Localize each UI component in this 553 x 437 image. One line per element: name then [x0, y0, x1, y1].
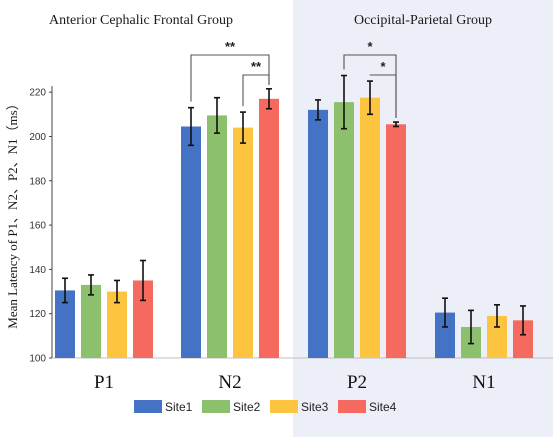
bar-N2-Site3: [233, 127, 253, 358]
significance-bracket-N2-Site1-Site4: **: [190, 39, 270, 102]
error-bar-N1-Site1: [442, 297, 448, 328]
bar-P1-Site3: [107, 291, 127, 358]
bar-N2-Site1: [181, 126, 201, 358]
legend-item-Site4: Site4: [338, 400, 397, 414]
y-axis-label: Mean Latency of P1、N2、P2、N1（ms）: [5, 97, 20, 328]
error-bar-P1-Site3: [114, 279, 120, 304]
error-bar-N2-Site3: [240, 111, 246, 144]
significance-label: *: [367, 39, 373, 54]
legend-label: Site1: [165, 400, 193, 414]
error-bar-P2-Site3: [367, 80, 373, 116]
bar-P1-Site4: [133, 280, 153, 358]
bar-P2-Site1: [308, 109, 328, 358]
bar-N1-Site1: [435, 312, 455, 358]
error-bar-N1-Site3: [494, 304, 500, 328]
bar-N2-Site2: [207, 115, 227, 359]
legend-item-Site1: Site1: [134, 400, 193, 414]
x-tick-label-P1: P1: [94, 372, 114, 393]
error-bar-P2-Site4: [393, 121, 399, 128]
x-tick-label-P2: P2: [347, 372, 367, 393]
error-bar-P2-Site2: [341, 74, 347, 130]
error-bar-P1-Site4: [140, 259, 146, 302]
y-tick-label: 200: [29, 132, 46, 143]
legend-swatch: [338, 400, 366, 413]
error-bar-N2-Site4: [266, 88, 272, 110]
x-tick-label-N2: N2: [218, 372, 241, 393]
error-bar-N1-Site4: [520, 305, 526, 336]
significance-bracket-N2-Site3-Site4: **: [242, 59, 270, 107]
legend-label: Site3: [301, 400, 329, 414]
error-bar-N2-Site2: [214, 96, 220, 134]
error-bar-P1-Site2: [88, 274, 94, 296]
significance-label: **: [251, 59, 262, 74]
y-tick-label: 160: [29, 221, 46, 232]
error-bar-P2-Site1: [315, 99, 321, 121]
bar-P2-Site3: [360, 97, 380, 358]
group-title-1: Occipital-Parietal Group: [354, 13, 492, 28]
group-background-1: [293, 0, 553, 437]
bar-P1-Site2: [81, 284, 101, 358]
bar-N2-Site4: [259, 98, 279, 359]
significance-label: **: [225, 39, 236, 54]
error-bar-N1-Site2: [468, 309, 474, 345]
legend-swatch: [270, 400, 298, 413]
legend-item-Site2: Site2: [202, 400, 261, 414]
bar-P2-Site2: [334, 102, 354, 358]
y-tick-label: 220: [29, 88, 46, 99]
group-title-0: Anterior Cephalic Frontal Group: [49, 13, 233, 28]
bar-P2-Site4: [386, 124, 406, 359]
legend-swatch: [134, 400, 162, 413]
bar-N1-Site4: [513, 320, 533, 358]
error-bar-P1-Site1: [62, 277, 68, 304]
legend-label: Site2: [233, 400, 261, 414]
legend-label: Site4: [369, 400, 397, 414]
y-tick-label: 100: [29, 354, 46, 365]
legend-item-Site3: Site3: [270, 400, 329, 414]
legend-swatch: [202, 400, 230, 413]
bar-N1-Site3: [487, 315, 507, 358]
significance-label: *: [380, 59, 386, 74]
x-tick-label-N1: N1: [472, 372, 495, 393]
error-bar-N2-Site1: [188, 106, 194, 147]
bar-P1-Site1: [55, 290, 75, 358]
y-tick-label: 120: [29, 309, 46, 320]
y-tick-label: 140: [29, 265, 46, 276]
y-tick-label: 180: [29, 176, 46, 187]
significance-bracket-P2-Site3-Site4: *: [369, 59, 397, 119]
